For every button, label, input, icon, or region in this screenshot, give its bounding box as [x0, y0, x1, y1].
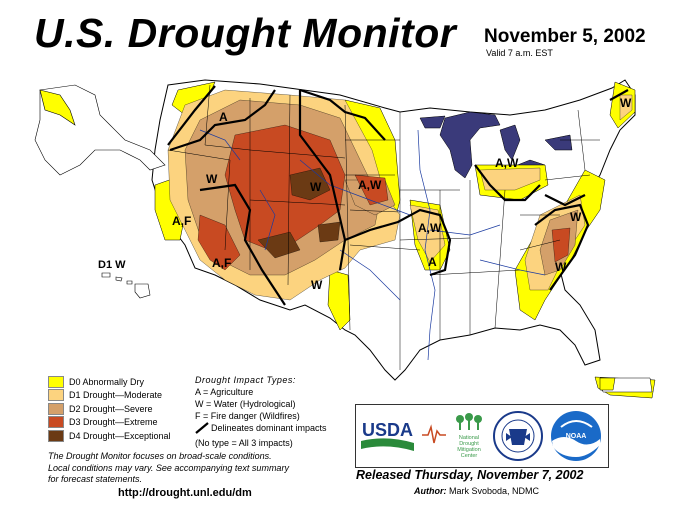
legend-label-d4: D4 Drought—Exceptional	[69, 430, 171, 441]
legend-row: D4 Drought—Exceptional	[48, 429, 171, 443]
label-w-rockies: W	[310, 180, 322, 194]
noaa-text: NOAA	[566, 433, 587, 440]
ndmc-line4: Center	[461, 453, 478, 459]
legend-label-d0: D0 Abnormally Dry	[69, 376, 145, 387]
hawaii	[101, 272, 151, 299]
label-a-northwest: A	[219, 110, 228, 124]
label-aw-missouri: A,W	[418, 221, 442, 235]
ndmc-line1: National	[459, 435, 479, 441]
impact-w: W = Water (Hydrological)	[195, 399, 296, 409]
disclaimer-note: The Drought Monitor focuses on broad-sca…	[48, 451, 289, 486]
label-aw-plains: A,W	[358, 178, 382, 192]
impact-types: Drought Impact Types: A = Agriculture W …	[195, 374, 327, 449]
alaska	[34, 84, 166, 176]
legend: D0 Abnormally Dry D1 Drought—Moderate D2…	[48, 375, 171, 443]
label-aw-great-lakes: A,W	[495, 156, 519, 170]
usda-logo: USDA	[361, 420, 414, 451]
label-af-california: A,F	[172, 214, 191, 228]
impact-delineates-row: Delineates dominant impacts	[195, 422, 327, 434]
puerto-rico	[599, 377, 653, 393]
impact-boundaries	[167, 85, 629, 306]
release-date: Released Thursday, November 7, 2002	[356, 468, 584, 482]
label-w-maine: W	[620, 96, 632, 110]
legend-row: D3 Drought—Extreme	[48, 416, 171, 430]
map-date: November 5, 2002	[484, 26, 646, 47]
legend-label-d1: D1 Drought—Moderate	[69, 390, 163, 401]
author: Author: Mark Svoboda, NDMC	[414, 486, 539, 496]
logos-svg: USDA National Drought Mitigation Center	[361, 411, 601, 461]
note-line: The Drought Monitor focuses on broad-sca…	[48, 451, 272, 461]
impact-none: (No type = All 3 impacts)	[195, 438, 293, 448]
valid-time: Valid 7 a.m. EST	[486, 48, 553, 58]
d4-areas	[257, 167, 341, 259]
legend-swatch-d1	[48, 389, 64, 402]
impact-f: F = Fire danger (Wildfires)	[195, 411, 300, 421]
legend-swatch-d4	[48, 429, 64, 442]
boundary-line-icon	[195, 422, 209, 434]
agency-logos: USDA National Drought Mitigation Center	[355, 404, 609, 468]
drought-wave-icon	[422, 424, 446, 444]
legend-swatch-d2	[48, 402, 64, 415]
label-a-ozarks: A	[428, 255, 437, 269]
author-name: Mark Svoboda, NDMC	[449, 486, 540, 496]
legend-row: D0 Abnormally Dry	[48, 375, 171, 389]
note-line: Local conditions may vary. See accompany…	[48, 462, 289, 473]
label-w-midatlantic: W	[570, 210, 582, 224]
website-link[interactable]: http://drought.unl.edu/dm	[118, 487, 252, 499]
legend-row: D2 Drought—Severe	[48, 402, 171, 416]
noaa-logo: NOAA	[551, 411, 601, 461]
rivers	[199, 129, 546, 361]
label-w-southeast: W	[555, 260, 567, 274]
commerce-seal	[493, 411, 543, 461]
ndmc-logo: National Drought Mitigation Center	[456, 413, 482, 459]
ndmc-line2: Drought	[459, 441, 479, 447]
impact-delineates: Delineates dominant impacts	[211, 423, 327, 433]
impact-a: A = Agriculture	[195, 387, 254, 397]
impact-heading: Drought Impact Types:	[195, 375, 296, 385]
author-label: Author:	[414, 486, 447, 496]
legend-label-d3: D3 Drought—Extreme	[69, 417, 158, 428]
ndmc-line3: Mitigation	[457, 447, 481, 453]
usda-text: USDA	[362, 420, 413, 440]
label-w-texas: W	[311, 278, 323, 292]
legend-row: D1 Drought—Moderate	[48, 389, 171, 403]
page-title: U.S. Drought Monitor	[34, 10, 457, 56]
label-hawaii: D1 W	[98, 259, 126, 271]
legend-swatch-d0	[48, 375, 64, 388]
legend-swatch-d3	[48, 416, 64, 429]
label-af-southwest: A,F	[212, 256, 231, 270]
legend-label-d2: D2 Drought—Severe	[69, 403, 153, 414]
label-w-nevada: W	[206, 172, 218, 186]
note-line: for forecast statements.	[48, 474, 143, 484]
